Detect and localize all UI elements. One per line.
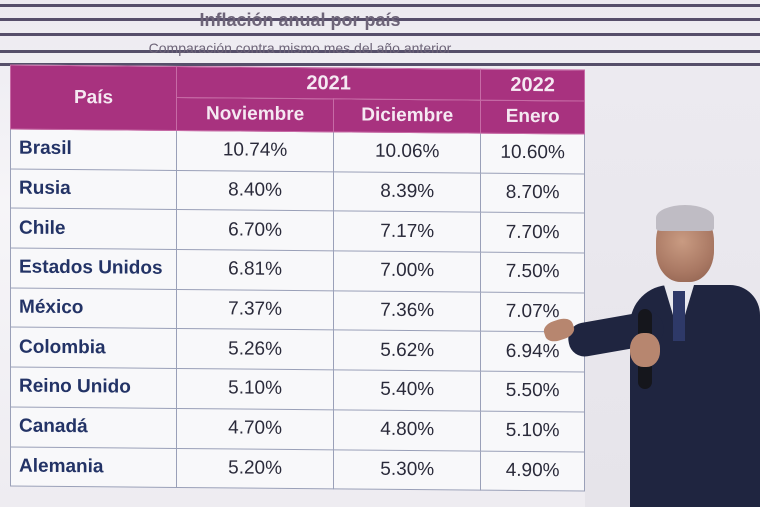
table-row: Canadá 4.70% 4.80% 5.10% bbox=[10, 406, 585, 452]
month-header-enero: Enero bbox=[480, 100, 585, 135]
diciembre-cell: 5.30% bbox=[333, 449, 481, 491]
presenter-hand-holding-mic bbox=[630, 333, 660, 367]
noviembre-cell: 4.70% bbox=[176, 408, 334, 450]
country-cell: Estados Unidos bbox=[10, 248, 177, 290]
noviembre-cell: 5.10% bbox=[176, 368, 334, 410]
diciembre-cell: 7.00% bbox=[333, 250, 481, 292]
month-header-noviembre: Noviembre bbox=[176, 97, 334, 132]
year-2022-header: 2022 bbox=[480, 69, 585, 102]
table-row: Chile 6.70% 7.17% 7.70% bbox=[10, 208, 585, 254]
country-cell: Alemania bbox=[10, 446, 177, 488]
noviembre-cell: 7.37% bbox=[176, 289, 334, 331]
table-row: Rusia 8.40% 8.39% 8.70% bbox=[10, 168, 585, 214]
country-cell: Reino Unido bbox=[10, 367, 177, 409]
country-cell: Brasil bbox=[10, 128, 177, 171]
noviembre-cell: 6.70% bbox=[176, 209, 334, 251]
table-row: Colombia 5.26% 5.62% 6.94% bbox=[10, 327, 585, 373]
diciembre-cell: 4.80% bbox=[333, 409, 481, 451]
noviembre-cell: 5.20% bbox=[176, 447, 334, 490]
presenter-hair bbox=[656, 205, 714, 231]
country-cell: Rusia bbox=[10, 168, 177, 210]
month-header-diciembre: Diciembre bbox=[333, 98, 481, 134]
enero-cell: 10.60% bbox=[480, 133, 585, 174]
table-body: Brasil 10.74% 10.06% 10.60% Rusia 8.40% 8.39% 8… bbox=[10, 128, 585, 492]
diciembre-cell: 7.36% bbox=[333, 290, 481, 332]
table-row: Estados Unidos 6.81% 7.00% 7.50% bbox=[10, 248, 585, 293]
slide-subtitle: Comparación contra mismo mes del año ant… bbox=[148, 40, 452, 56]
inflation-table-wrap: País 2021 2022 Noviembre Diciembre Enero… bbox=[10, 64, 585, 507]
country-cell: Canadá bbox=[10, 406, 177, 448]
inflation-table: País 2021 2022 Noviembre Diciembre Enero… bbox=[10, 64, 585, 492]
diciembre-cell: 10.06% bbox=[333, 131, 481, 173]
slide-title: Inflación anual por país bbox=[199, 10, 401, 30]
diciembre-cell: 8.39% bbox=[333, 171, 481, 213]
diciembre-cell: 5.62% bbox=[333, 330, 481, 372]
country-cell: Chile bbox=[10, 208, 177, 250]
country-column-header: País bbox=[10, 64, 177, 131]
table-row: Reino Unido 5.10% 5.40% 5.50% bbox=[10, 367, 585, 412]
year-2021-header: 2021 bbox=[176, 66, 481, 101]
table-row: Alemania 5.20% 5.30% 4.90% bbox=[10, 446, 585, 492]
noviembre-cell: 10.74% bbox=[176, 130, 334, 172]
table-row: Brasil 10.74% 10.06% 10.60% bbox=[10, 128, 585, 174]
noviembre-cell: 8.40% bbox=[176, 170, 334, 212]
presenter-tie bbox=[673, 291, 685, 341]
header-stripes bbox=[0, 0, 760, 80]
country-cell: Colombia bbox=[10, 327, 177, 369]
noviembre-cell: 5.26% bbox=[176, 328, 334, 370]
diciembre-cell: 5.40% bbox=[333, 369, 481, 411]
noviembre-cell: 6.81% bbox=[176, 249, 334, 291]
country-cell: México bbox=[10, 287, 177, 329]
table-row: México 7.37% 7.36% 7.07% bbox=[10, 287, 585, 333]
presenter bbox=[541, 205, 760, 507]
diciembre-cell: 7.17% bbox=[333, 211, 481, 253]
